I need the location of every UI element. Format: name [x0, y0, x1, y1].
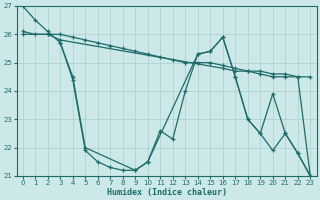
X-axis label: Humidex (Indice chaleur): Humidex (Indice chaleur): [107, 188, 227, 197]
